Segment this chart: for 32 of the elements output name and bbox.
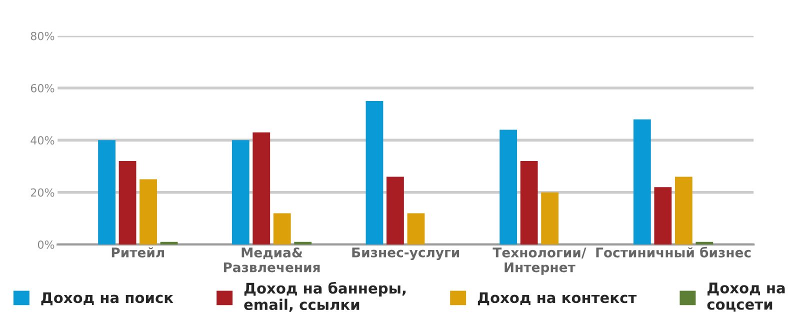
- x-tick-label: Гостиничный бизнес: [596, 246, 751, 258]
- bar: [294, 242, 312, 244]
- bar: [654, 187, 672, 244]
- x-tick-label: Медиа& Развлечения: [224, 248, 320, 272]
- bar: [98, 140, 116, 244]
- x-tick-label: Технологии/ Интернет: [492, 248, 586, 275]
- legend-label: Доход на баннеры, email, ссылки: [244, 282, 406, 312]
- x-tick-label: Бизнес-услуги: [352, 248, 460, 260]
- bar: [140, 179, 157, 244]
- legend-label: Доход на соцсети: [707, 282, 785, 312]
- bar: [252, 132, 270, 244]
- bar: [541, 192, 559, 244]
- y-tick-label: 60%: [30, 84, 54, 92]
- bar: [520, 161, 538, 244]
- bar: [273, 213, 291, 244]
- legend-label: Доход на контекст: [478, 292, 637, 306]
- x-tick-label: Ритейл: [112, 247, 164, 258]
- bar: [366, 101, 384, 244]
- bar: [633, 119, 651, 244]
- bar: [386, 176, 404, 244]
- bar: [232, 140, 250, 244]
- bar: [500, 130, 518, 244]
- legend-label: Доход на поиск: [41, 292, 174, 306]
- y-tick-label: 0%: [38, 240, 54, 249]
- bar: [160, 242, 178, 244]
- bar: [407, 213, 425, 244]
- y-tick-label: 40%: [30, 136, 54, 145]
- bar: [118, 161, 136, 244]
- bar: [674, 176, 692, 244]
- y-tick-label: 80%: [30, 32, 54, 40]
- bar: [696, 242, 714, 244]
- y-tick-label: 20%: [30, 188, 54, 197]
